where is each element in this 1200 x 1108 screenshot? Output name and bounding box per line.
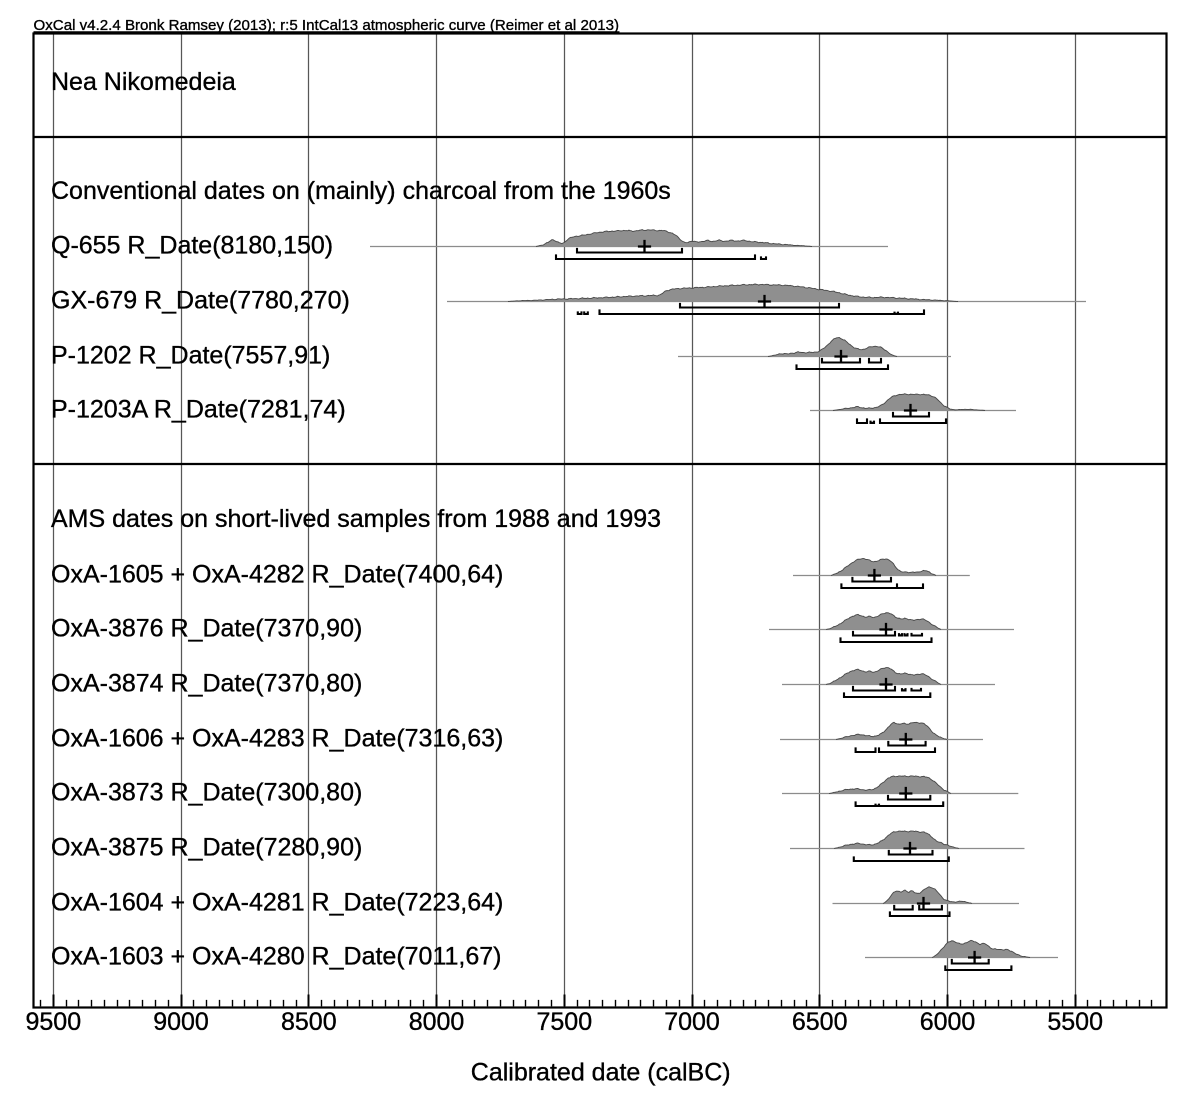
svg-text:P-1202 R_Date(7557,91): P-1202 R_Date(7557,91)	[51, 342, 330, 370]
svg-text:GX-679 R_Date(7780,270): GX-679 R_Date(7780,270)	[51, 287, 350, 315]
svg-text:7500: 7500	[536, 1008, 592, 1036]
svg-text:Conventional dates on (mainly): Conventional dates on (mainly) charcoal …	[51, 177, 671, 205]
svg-text:OxCal v4.2.4 Bronk Ramsey (201: OxCal v4.2.4 Bronk Ramsey (2013); r:5 In…	[34, 17, 620, 34]
svg-text:6000: 6000	[920, 1008, 976, 1036]
svg-text:OxA-1604 + OxA-4281 R_Date(722: OxA-1604 + OxA-4281 R_Date(7223,64)	[51, 889, 503, 917]
svg-text:Nea Nikomedeia: Nea Nikomedeia	[51, 68, 236, 96]
svg-text:5500: 5500	[1047, 1008, 1103, 1036]
svg-text:AMS dates on short-lived sampl: AMS dates on short-lived samples from 19…	[51, 505, 661, 533]
svg-text:P-1203A R_Date(7281,74): P-1203A R_Date(7281,74)	[51, 396, 346, 424]
svg-text:OxA-3873 R_Date(7300,80): OxA-3873 R_Date(7300,80)	[51, 779, 362, 807]
svg-text:Calibrated date (calBC): Calibrated date (calBC)	[471, 1059, 731, 1087]
svg-text:9000: 9000	[153, 1008, 209, 1036]
svg-text:OxA-1606 + OxA-4283 R_Date(731: OxA-1606 + OxA-4283 R_Date(7316,63)	[51, 725, 503, 753]
svg-text:OxA-1603 + OxA-4280 R_Date(701: OxA-1603 + OxA-4280 R_Date(7011,67)	[51, 943, 502, 971]
svg-text:OxA-3875 R_Date(7280,90): OxA-3875 R_Date(7280,90)	[51, 834, 362, 862]
svg-text:OxA-1605 + OxA-4282 R_Date(740: OxA-1605 + OxA-4282 R_Date(7400,64)	[51, 561, 503, 589]
svg-text:8500: 8500	[281, 1008, 337, 1036]
svg-text:6500: 6500	[792, 1008, 848, 1036]
svg-text:7000: 7000	[664, 1008, 720, 1036]
svg-text:9500: 9500	[25, 1008, 81, 1036]
svg-text:OxA-3876 R_Date(7370,90): OxA-3876 R_Date(7370,90)	[51, 615, 362, 643]
svg-text:OxA-3874 R_Date(7370,80): OxA-3874 R_Date(7370,80)	[51, 670, 362, 698]
svg-text:Q-655 R_Date(8180,150): Q-655 R_Date(8180,150)	[51, 232, 333, 260]
svg-text:8000: 8000	[409, 1008, 465, 1036]
